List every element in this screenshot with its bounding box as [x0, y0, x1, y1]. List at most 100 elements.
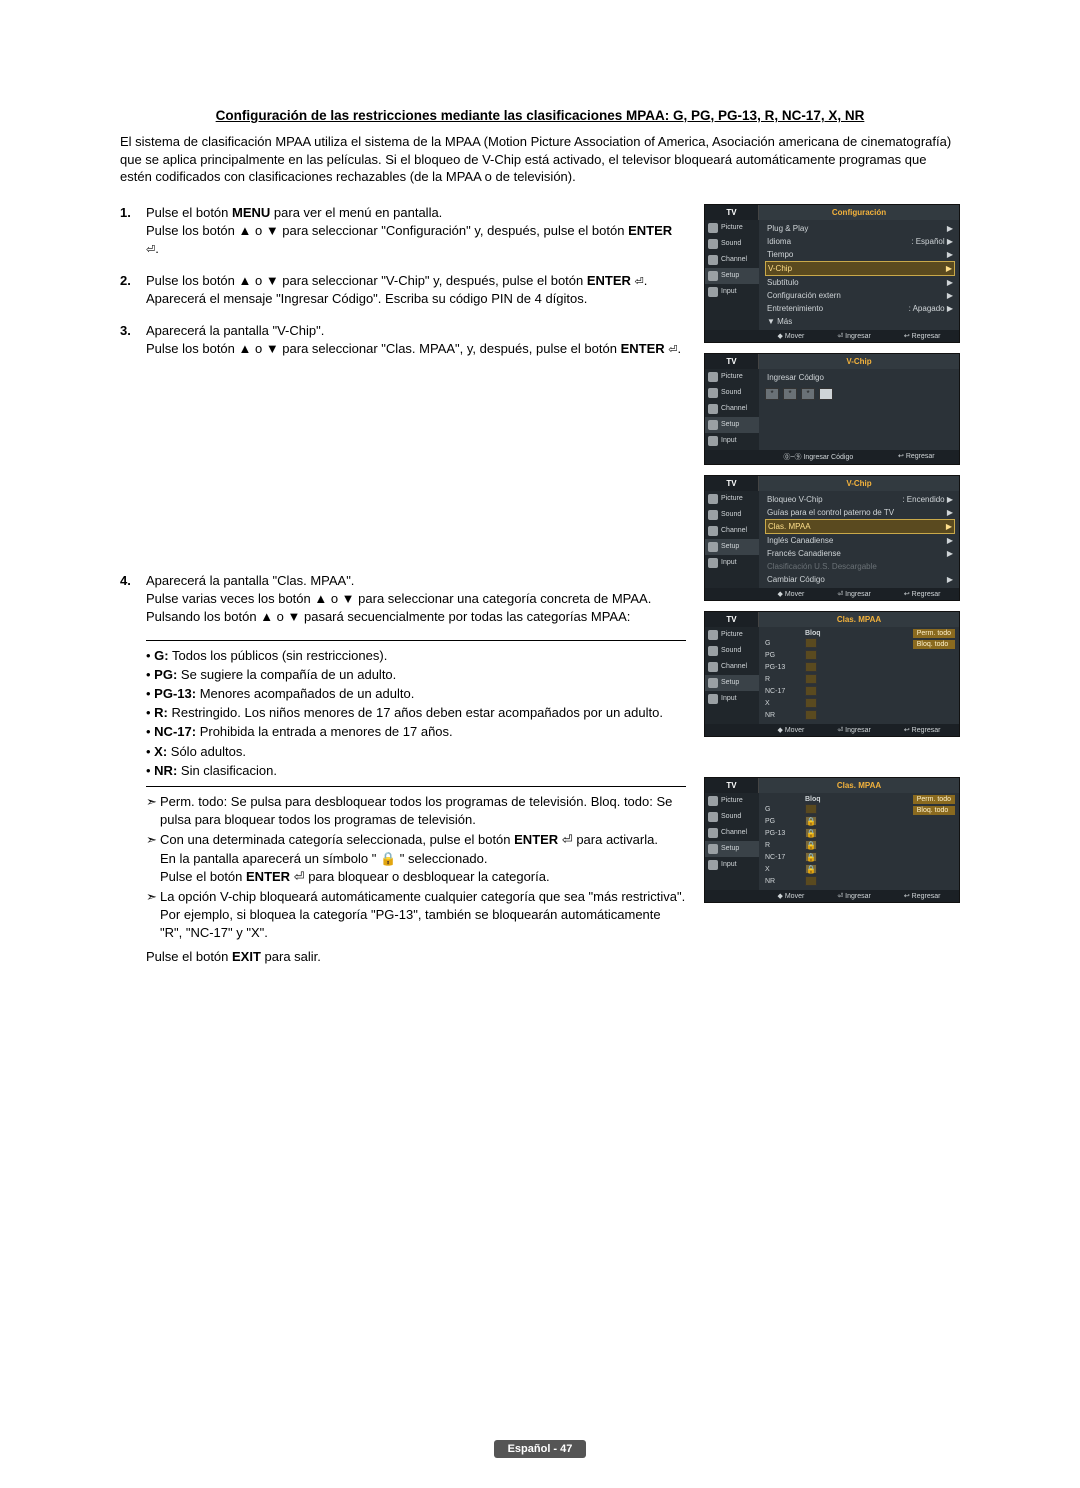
- osd-side-item: Input: [705, 555, 759, 571]
- step-body: Aparecerá la pantalla "V-Chip".Pulse los…: [146, 322, 686, 358]
- step-body: Pulse el botón MENU para ver el menú en …: [146, 204, 686, 258]
- osd-menu-row: Francés Canadiense ▶: [765, 547, 955, 560]
- osd-tv-label: TV: [705, 476, 759, 491]
- osd-title: V-Chip: [759, 476, 959, 491]
- perm-todo-button: Perm. todo: [913, 795, 955, 804]
- osd-menu-row: Clasificación U.S. Descargable: [765, 560, 955, 573]
- perm-todo-button: Perm. todo: [913, 629, 955, 638]
- osd-side-item: Sound: [705, 809, 759, 825]
- osd-foot-regresar: ↩ Regresar: [904, 590, 941, 598]
- mpaa-lock-cell: [805, 650, 817, 660]
- osd-ingresar-codigo: TVV-Chip PictureSoundChannelSetupInput I…: [704, 353, 960, 465]
- mpaa-lock-cell: 🔒: [805, 816, 817, 826]
- mpaa-lock-cell: [805, 804, 817, 814]
- osd-column: TVConfiguración PictureSoundChannelSetup…: [704, 204, 960, 964]
- step-num: 3.: [120, 322, 146, 358]
- osd-foot-mover: ◆ Mover: [778, 332, 805, 340]
- osd-configuracion: TVConfiguración PictureSoundChannelSetup…: [704, 204, 960, 343]
- pin-cell: *: [765, 388, 779, 400]
- section-title: Configuración de las restricciones media…: [120, 108, 960, 123]
- osd-menu-row: Idioma: Español ▶: [765, 235, 955, 248]
- osd-menu-row: Inglés Canadiense ▶: [765, 534, 955, 547]
- osd-foot-mover: ◆ Mover: [778, 726, 805, 734]
- mpaa-lock-cell: 🔒: [805, 840, 817, 850]
- exit-line: Pulse el botón EXIT para salir.: [146, 949, 686, 964]
- perm-buttons: Perm. todo Bloq. todo: [913, 795, 955, 888]
- page-number-badge: Español - 47: [494, 1440, 587, 1458]
- osd-foot-ingresar: ⏎ Ingresar: [837, 332, 871, 340]
- instructions-col: 1. Pulse el botón MENU para ver el menú …: [120, 204, 686, 964]
- osd-side-item: Channel: [705, 659, 759, 675]
- osd-menu-row: Subtítulo ▶: [765, 276, 955, 289]
- osd-menu-row: ▼ Más: [765, 315, 955, 328]
- osd-foot-ingresar: ⏎ Ingresar: [837, 590, 871, 598]
- step-2: 2. Pulse los botón ▲ o ▼ para selecciona…: [120, 272, 686, 308]
- bloq-todo-button: Bloq. todo: [913, 640, 955, 649]
- osd-side-item: Sound: [705, 385, 759, 401]
- osd-foot-regresar: ↩ Regresar: [904, 726, 941, 734]
- osd-side-item: Picture: [705, 220, 759, 236]
- osd-title: V-Chip: [759, 354, 959, 369]
- step-body: Pulse los botón ▲ o ▼ para seleccionar "…: [146, 272, 686, 308]
- osd-side-item: Sound: [705, 643, 759, 659]
- osd-side-item: Sound: [705, 507, 759, 523]
- osd-menu-row: Bloqueo V-Chip: Encendido ▶: [765, 493, 955, 506]
- step-3: 3. Aparecerá la pantalla "V-Chip".Pulse …: [120, 322, 686, 358]
- step-1: 1. Pulse el botón MENU para ver el menú …: [120, 204, 686, 258]
- osd-side-item: Setup: [705, 841, 759, 857]
- osd-menu-row: Tiempo ▶: [765, 248, 955, 261]
- osd-tv-label: TV: [705, 205, 759, 220]
- osd-foot-mover: ◆ Mover: [778, 590, 805, 598]
- osd-menu-row: Plug & Play ▶: [765, 222, 955, 235]
- osd-side-item: Input: [705, 691, 759, 707]
- intro-text: El sistema de clasificación MPAA utiliza…: [120, 133, 960, 186]
- osd-side-item: Channel: [705, 523, 759, 539]
- step-num: 2.: [120, 272, 146, 308]
- osd-tv-label: TV: [705, 354, 759, 369]
- pin-cell: *: [783, 388, 797, 400]
- osd-menu-row: Entretenimiento: Apagado ▶: [765, 302, 955, 315]
- osd-vchip: TVV-Chip PictureSoundChannelSetupInput B…: [704, 475, 960, 601]
- osd-side-item: Picture: [705, 491, 759, 507]
- osd-side-item: Picture: [705, 627, 759, 643]
- osd-foot-mover: ◆ Mover: [778, 892, 805, 900]
- osd-side-item: Setup: [705, 417, 759, 433]
- osd-title: Configuración: [759, 205, 959, 220]
- osd-side-item: Input: [705, 857, 759, 873]
- osd-clas-mpaa-1: TVClas. MPAA PictureSoundChannelSetupInp…: [704, 611, 960, 737]
- osd-foot-regresar: ↩ Regresar: [898, 452, 935, 462]
- rating-definitions: • G: Todos los públicos (sin restriccion…: [146, 647, 686, 780]
- mpaa-lock-cell: 🔒: [805, 864, 817, 874]
- notes-block: ➣Perm. todo: Se pulsa para desbloquear t…: [146, 793, 686, 943]
- osd-side-item: Sound: [705, 236, 759, 252]
- step-num: 1.: [120, 204, 146, 258]
- osd-menu-row: Clas. MPAA ▶: [765, 519, 955, 534]
- mpaa-lock-cell: 🔒: [805, 828, 817, 838]
- bloq-todo-button: Bloq. todo: [913, 806, 955, 815]
- mpaa-lock-cell: [805, 876, 817, 886]
- osd-side-item: Setup: [705, 268, 759, 284]
- pin-cell: *: [801, 388, 815, 400]
- mpaa-lock-cell: [805, 674, 817, 684]
- osd-menu-row: Cambiar Código ▶: [765, 573, 955, 586]
- osd-side-item: Channel: [705, 825, 759, 841]
- pin-cell: [819, 388, 833, 400]
- osd-foot-regresar: ↩ Regresar: [904, 332, 941, 340]
- osd-menu-row: Guías para el control paterno de TV ▶: [765, 506, 955, 519]
- step-4: 4. Aparecerá la pantalla "Clas. MPAA".Pu…: [120, 572, 686, 626]
- page-footer: Español - 47: [0, 1439, 1080, 1458]
- mpaa-lock-cell: [805, 686, 817, 696]
- osd-side-item: Input: [705, 284, 759, 300]
- osd-clas-mpaa-2: TVClas. MPAA PictureSoundChannelSetupInp…: [704, 777, 960, 903]
- mpaa-lock-cell: [805, 710, 817, 720]
- step-body: Aparecerá la pantalla "Clas. MPAA".Pulse…: [146, 572, 686, 626]
- osd-side-item: Picture: [705, 369, 759, 385]
- osd-title: Clas. MPAA: [759, 778, 959, 793]
- osd-menu-row: Configuración extern ▶: [765, 289, 955, 302]
- osd-foot-ingresar: ⏎ Ingresar: [837, 892, 871, 900]
- perm-buttons: Perm. todo Bloq. todo: [913, 629, 955, 722]
- osd-tv-label: TV: [705, 612, 759, 627]
- mpaa-lock-cell: [805, 662, 817, 672]
- osd-tv-label: TV: [705, 778, 759, 793]
- mpaa-lock-cell: 🔒: [805, 852, 817, 862]
